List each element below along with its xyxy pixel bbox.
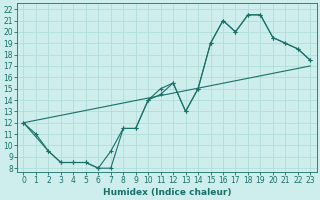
- X-axis label: Humidex (Indice chaleur): Humidex (Indice chaleur): [103, 188, 231, 197]
